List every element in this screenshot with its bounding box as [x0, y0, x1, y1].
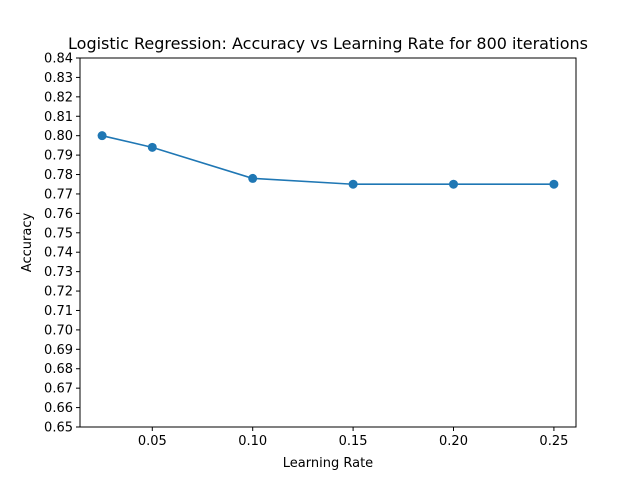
y-tick-label: 0.74: [44, 246, 73, 261]
y-tick-label: 0.76: [44, 207, 73, 222]
y-tick-label: 0.73: [44, 265, 73, 280]
data-point: [549, 179, 559, 189]
plot-area: [79, 57, 577, 428]
y-tick-label: 0.71: [44, 304, 73, 319]
x-tick-label: 0.05: [138, 434, 167, 449]
y-tick-label: 0.79: [44, 149, 73, 164]
series-line: [101, 134, 554, 186]
y-tick-label: 0.65: [44, 421, 73, 436]
y-tick-label: 0.68: [44, 362, 73, 377]
data-point: [147, 142, 157, 152]
y-tick-label: 0.84: [44, 52, 73, 67]
plot-frame: [79, 57, 577, 428]
y-tick-label: 0.69: [44, 343, 73, 358]
data-point: [348, 179, 358, 189]
y-axis-title: Accuracy: [20, 213, 35, 273]
data-point: [449, 179, 459, 189]
x-axis-title: Learning Rate: [283, 456, 373, 471]
chart-title: Logistic Regression: Accuracy vs Learnin…: [68, 34, 588, 53]
y-tick-label: 0.77: [44, 187, 73, 202]
y-tick-label: 0.80: [44, 129, 73, 144]
y-tick-label: 0.67: [44, 382, 73, 397]
data-point: [97, 131, 107, 141]
y-tick-label: 0.78: [44, 168, 73, 183]
series-layer: [97, 131, 559, 189]
x-axis: 0.05 0.10 0.15 0.20 0.25: [138, 427, 568, 449]
data-point: [248, 173, 258, 183]
x-tick-label: 0.15: [339, 434, 368, 449]
y-tick-label: 0.83: [44, 71, 73, 86]
y-tick-label: 0.75: [44, 226, 73, 241]
y-tick-label: 0.82: [44, 90, 73, 105]
y-tick-label: 0.81: [44, 110, 73, 125]
y-tick-label: 0.72: [44, 285, 73, 300]
x-tick-label: 0.25: [539, 434, 568, 449]
x-tick-label: 0.10: [238, 434, 267, 449]
y-axis: 0.65 0.66 0.67 0.68 0.69 0.70 0.71 0.72 0.73 0.74…: [44, 52, 80, 436]
y-tick-label: 0.70: [44, 323, 73, 338]
y-tick-label: 0.66: [44, 401, 73, 416]
x-tick-label: 0.20: [439, 434, 468, 449]
